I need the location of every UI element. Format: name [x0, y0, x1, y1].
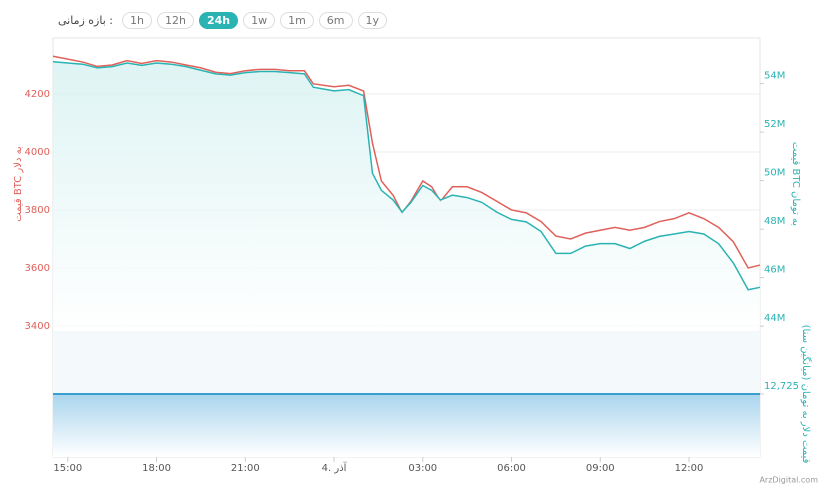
x-tick-label: 18:00: [142, 463, 171, 474]
y-tick-label: 4000: [25, 147, 50, 158]
range-button[interactable]: 1w: [243, 12, 276, 29]
range-label: بازه زمانی :: [58, 14, 113, 27]
x-tick-label: 12:00: [675, 463, 704, 474]
x-tick-label: 03:00: [408, 463, 437, 474]
x-tick-label: 21:00: [231, 463, 260, 474]
range-button[interactable]: 24h: [198, 12, 239, 29]
x-tick-label: 06:00: [497, 463, 526, 474]
range-button[interactable]: 12h: [156, 12, 194, 29]
range-button[interactable]: 1y: [357, 12, 388, 29]
range-controls: بازه زمانی : 1h 12h 24h 1w 1m 6m 1y: [58, 12, 388, 29]
y2-axis-title: قیمت BTC به تومان: [790, 142, 801, 226]
y2-tick-label: 50M: [764, 168, 785, 179]
area: [53, 394, 760, 457]
y2-tick-label: 44M: [764, 313, 785, 324]
y-axis-title: قیمت BTC به دلار: [13, 146, 24, 221]
lower-y2-axis-title: قیمت دلار به تومان (میانگین سنا): [800, 325, 812, 464]
x-tick-label: 09:00: [586, 463, 615, 474]
range-button[interactable]: 1h: [121, 12, 152, 29]
y2-tick-label: 48M: [764, 216, 785, 227]
area: [53, 61, 760, 330]
y2-tick-label: 46M: [764, 265, 785, 276]
watermark: ArzDigital.com: [759, 476, 818, 485]
range-button[interactable]: 6m: [318, 12, 353, 29]
y2-tick-label: 52M: [764, 119, 785, 130]
y2-tick-label: 12,725: [764, 381, 799, 392]
y-tick-label: 4200: [25, 89, 50, 100]
x-tick-label: 15:00: [53, 463, 82, 474]
y-tick-label: 3600: [25, 263, 50, 274]
y-tick-label: 3400: [25, 321, 50, 332]
range-button[interactable]: 1m: [280, 12, 314, 29]
x-tick-label: 4. آذر: [322, 461, 348, 474]
line: [52, 61, 761, 291]
y2-tick-label: 54M: [764, 71, 785, 82]
y-tick-label: 3800: [25, 205, 50, 216]
